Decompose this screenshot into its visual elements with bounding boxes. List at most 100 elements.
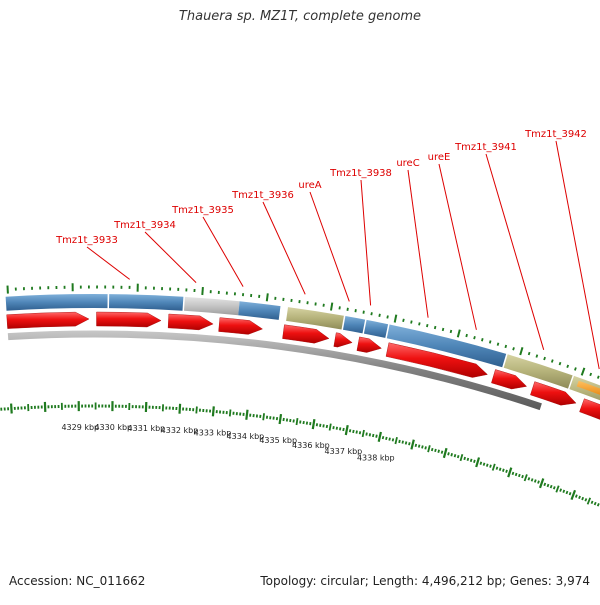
outer-tick: [371, 312, 372, 315]
outer-tick: [411, 321, 412, 324]
scale-tick: [532, 479, 533, 482]
scale-tick: [293, 420, 294, 423]
outer-tick: [202, 287, 203, 295]
scale-tick: [373, 434, 374, 437]
feature-segment: [6, 294, 108, 311]
scale-tick: [528, 477, 529, 480]
gene-label[interactable]: ureA: [298, 180, 321, 191]
feature-segment: [364, 320, 388, 338]
gene-label[interactable]: Tmz1t_3938: [329, 168, 392, 179]
outer-tick: [339, 306, 340, 309]
outer-tick: [379, 314, 380, 317]
gene-leader-line: [145, 232, 196, 283]
gene-label[interactable]: Tmz1t_3936: [231, 190, 294, 201]
gene-leader-line: [486, 154, 544, 350]
orf-arrow: [357, 337, 382, 353]
outer-tick: [529, 352, 530, 355]
scale-tick: [402, 441, 403, 444]
scale-tick: [538, 481, 539, 484]
outer-tick: [403, 319, 404, 322]
scale-tick: [579, 496, 580, 499]
scale-tick: [422, 446, 423, 449]
scale-tick: [480, 462, 481, 465]
outer-tick: [567, 365, 568, 368]
feature-segment: [184, 297, 240, 315]
scale-tick: [419, 445, 420, 448]
scale-tick: [409, 442, 410, 445]
scale-tick: [283, 418, 284, 421]
outer-tick: [435, 326, 436, 329]
scale-tick: [346, 425, 348, 435]
scale-tick: [263, 413, 264, 420]
outer-tick: [590, 373, 591, 376]
gene-label[interactable]: Tmz1t_3942: [524, 129, 587, 140]
scale-tick: [503, 469, 504, 472]
outer-tick: [520, 347, 522, 355]
orf-arrow: [168, 314, 213, 330]
outer-tick: [451, 330, 452, 333]
scale-tick: [406, 442, 407, 445]
scale-tick: [570, 492, 571, 495]
scale-tick: [592, 501, 593, 504]
gene-label[interactable]: ureC: [396, 158, 419, 169]
scale-tick: [435, 449, 436, 452]
gene-label[interactable]: ureE: [428, 152, 451, 163]
outer-tick: [544, 357, 545, 360]
scale-tick: [563, 490, 564, 493]
outer-tick: [513, 347, 514, 350]
outer-tick: [458, 330, 460, 338]
scale-tick: [458, 455, 459, 458]
scale-tick: [497, 467, 498, 470]
scale-tick: [582, 497, 583, 500]
outer-tick: [323, 304, 324, 307]
genome-summary-label: Topology: circular; Length: 4,496,212 bp…: [260, 574, 590, 588]
scale-tick: [363, 430, 364, 437]
scale-tick: [11, 404, 12, 414]
scale-tick: [493, 464, 495, 471]
scale-tick: [508, 468, 511, 478]
gene-label[interactable]: Tmz1t_3934: [113, 220, 176, 231]
outer-tick: [427, 324, 428, 327]
scale-tick: [476, 458, 479, 468]
feature-segment: [343, 316, 365, 333]
scale-tick: [307, 422, 308, 425]
gene-leader-line: [87, 247, 130, 279]
outer-tick: [363, 311, 364, 314]
scale-tick: [213, 406, 214, 416]
scale-tick: [330, 424, 331, 431]
gene-label[interactable]: Tmz1t_3933: [55, 235, 118, 246]
orf-arrow: [283, 325, 329, 344]
gene-leader-line: [439, 164, 476, 330]
scale-tick: [323, 424, 324, 427]
scale-tick: [551, 485, 552, 488]
scale-tick: [411, 440, 413, 450]
outer-tick: [490, 341, 491, 344]
scale-tick: [490, 465, 491, 468]
orf-arrow: [7, 312, 89, 329]
orf-arrow: [580, 399, 600, 421]
outer-tick: [598, 376, 599, 379]
scale-tick: [516, 473, 517, 476]
scale-tick: [554, 486, 555, 489]
scale-tick: [598, 503, 599, 506]
outer-tick: [307, 301, 308, 304]
gene-leader-line: [310, 192, 349, 301]
gene-label[interactable]: Tmz1t_3935: [171, 205, 234, 216]
feature-segment: [238, 301, 280, 320]
outer-tick: [443, 328, 444, 331]
outer-tick: [536, 355, 537, 358]
orf-arrow: [97, 312, 162, 327]
scale-tick: [356, 431, 357, 434]
scale-tick: [432, 448, 433, 451]
scale-tick: [327, 425, 328, 428]
scale-tick: [317, 423, 318, 426]
gene-label[interactable]: Tmz1t_3941: [454, 142, 517, 153]
outer-tick: [498, 343, 499, 346]
feature-segment: [109, 294, 183, 311]
outer-tick: [560, 362, 561, 365]
scale-tick: [386, 437, 387, 440]
scale-tick: [320, 424, 321, 427]
outer-tick: [582, 368, 585, 376]
